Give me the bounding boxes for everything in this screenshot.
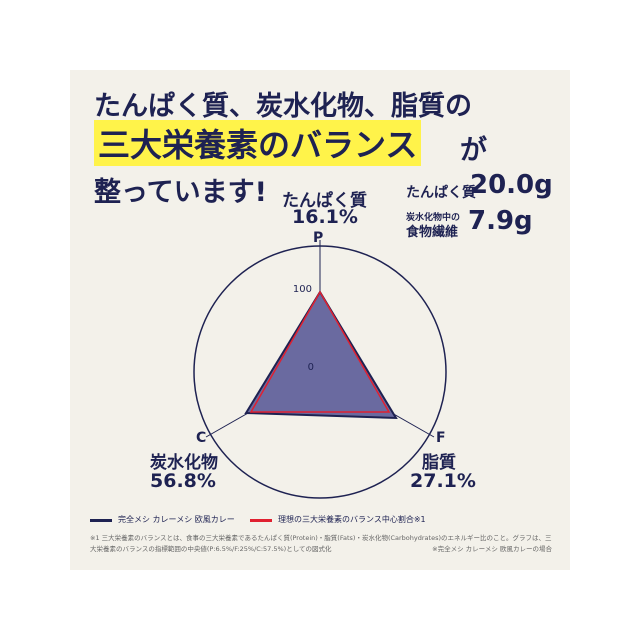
tick-label: 100 <box>293 284 312 295</box>
footnote: 大栄養素のバランスの指標範囲の中央値(P:6.5%/F:25%/C:57.5%)… <box>90 545 332 553</box>
title-highlight: 三大栄養素のバランス <box>94 120 422 166</box>
tick-label: 0 <box>308 362 314 373</box>
radar: 100 0 <box>193 240 447 499</box>
axis-ratio: 27.1% <box>410 470 476 492</box>
axis-name: たんぱく質 <box>282 191 367 211</box>
axis-ratio: 16.1% <box>292 206 358 228</box>
title-line: 整っています! <box>94 177 267 208</box>
legend-label: 理想の三大栄養素のバランス中心割合※1 <box>278 515 426 524</box>
footnote: ※完全メシ カレーメシ 欧風カレーの場合 <box>432 545 552 553</box>
axis-name: 脂質 <box>422 453 456 473</box>
title-line: たんぱく質、炭水化物、脂質の <box>94 91 472 122</box>
nutrient-label: 食物繊維 <box>406 225 459 240</box>
legend-swatch <box>250 519 272 522</box>
panel: たんぱく質、炭水化物、脂質の 三大栄養素のバランス が 整っています! たんぱく… <box>70 70 570 570</box>
product-shape <box>244 290 398 420</box>
ideal-shape <box>249 290 391 413</box>
nutrient-label: たんぱく質 <box>406 185 476 201</box>
legend-swatch <box>90 519 112 522</box>
nutrient-value: 20.0g <box>470 170 553 200</box>
legend-label: 完全メシ カレーメシ 欧風カレー <box>118 515 235 524</box>
nutrient-label: 炭水化物中の <box>406 213 461 223</box>
axis-letter: F <box>436 430 446 446</box>
title-particle: が <box>460 135 487 166</box>
axis-letter: C <box>196 430 207 446</box>
nutrient-value: 7.9g <box>468 206 533 236</box>
footnote: ※1 三大栄養素のバランスとは、食事の三大栄養素であるたんぱく質(Protein… <box>90 534 552 542</box>
axis-name: 炭水化物 <box>150 453 218 473</box>
axis-ratio: 56.8% <box>150 470 216 492</box>
axis-letter: P <box>313 230 324 246</box>
